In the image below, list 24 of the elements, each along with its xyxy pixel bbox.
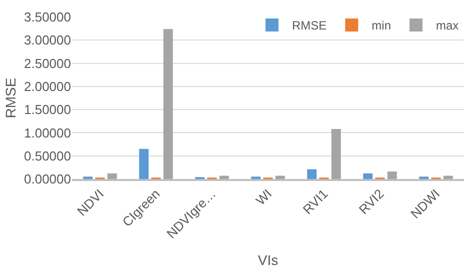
x-tick-label: WI bbox=[252, 186, 275, 208]
legend-label: max bbox=[436, 18, 459, 33]
bar bbox=[387, 172, 397, 179]
y-tick-label: 2.50000 bbox=[24, 56, 71, 71]
legend-label: min bbox=[372, 18, 392, 33]
legend-label: RMSE bbox=[292, 18, 327, 33]
y-tick-label: 3.00000 bbox=[24, 32, 71, 48]
y-tick-label: 1.50000 bbox=[24, 102, 71, 118]
y-tick-label: 0.00000 bbox=[24, 172, 71, 187]
y-tick-label: 1.00000 bbox=[24, 125, 71, 140]
bar bbox=[275, 176, 285, 179]
y-tick-label: 0.50000 bbox=[24, 148, 71, 164]
x-axis-title: VIs bbox=[258, 252, 278, 268]
y-tick-label: 2.00000 bbox=[24, 78, 71, 94]
bar bbox=[331, 128, 341, 179]
bar bbox=[443, 176, 453, 179]
bar bbox=[107, 173, 117, 179]
bar bbox=[307, 169, 317, 179]
bar bbox=[163, 29, 173, 179]
y-axis-title: RMSE bbox=[2, 78, 19, 118]
bar bbox=[219, 176, 229, 179]
bar bbox=[363, 173, 373, 179]
y-tick-label: 3.50000 bbox=[24, 10, 71, 25]
bar bbox=[139, 148, 149, 179]
